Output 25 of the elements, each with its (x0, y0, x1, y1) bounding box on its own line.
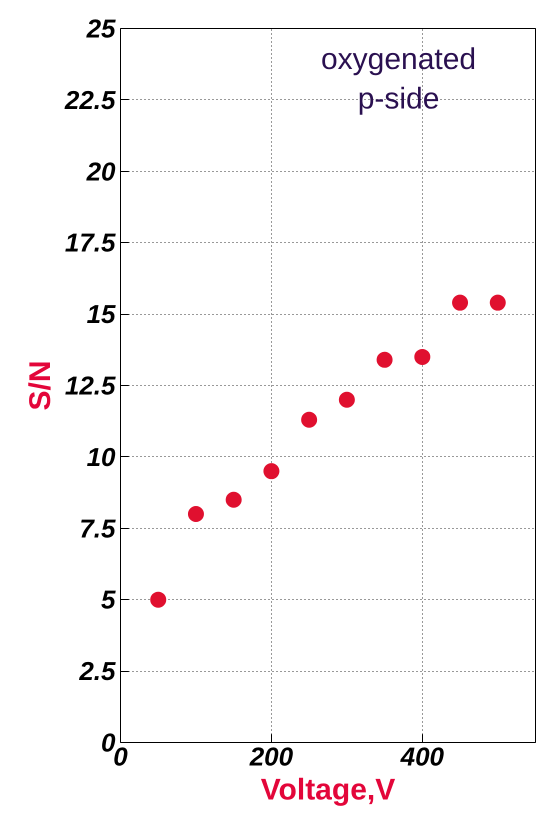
point (150, 592, 166, 608)
y-tick-label: 20 (86, 156, 116, 186)
point (263, 463, 280, 480)
x-axis-title: Voltage,V (260, 774, 396, 806)
point (338, 392, 355, 408)
y-tick-label: 15 (86, 299, 116, 330)
y-tick-label: 22.5 (64, 84, 116, 115)
point (414, 348, 430, 365)
point (376, 352, 393, 368)
y-tick-label: 5 (101, 584, 116, 615)
y-axis-title: S/N (24, 360, 57, 411)
point (490, 294, 506, 311)
point (226, 492, 242, 508)
y-tick-label: 7.5 (79, 513, 116, 544)
annotation: oxygenated p-side (320, 42, 476, 116)
y-tick-label: 2.5 (78, 656, 116, 686)
x-tick-label: 200 (248, 742, 294, 772)
point (301, 412, 318, 428)
y-tick-label: 12.5 (64, 370, 116, 400)
x-tick-label: 400 (400, 742, 445, 772)
point (188, 506, 204, 522)
point (452, 294, 468, 311)
y-tick-label: 25 (86, 14, 116, 44)
y-tick-label: 17.5 (64, 228, 116, 258)
y-tick-label: 10 (86, 442, 116, 472)
